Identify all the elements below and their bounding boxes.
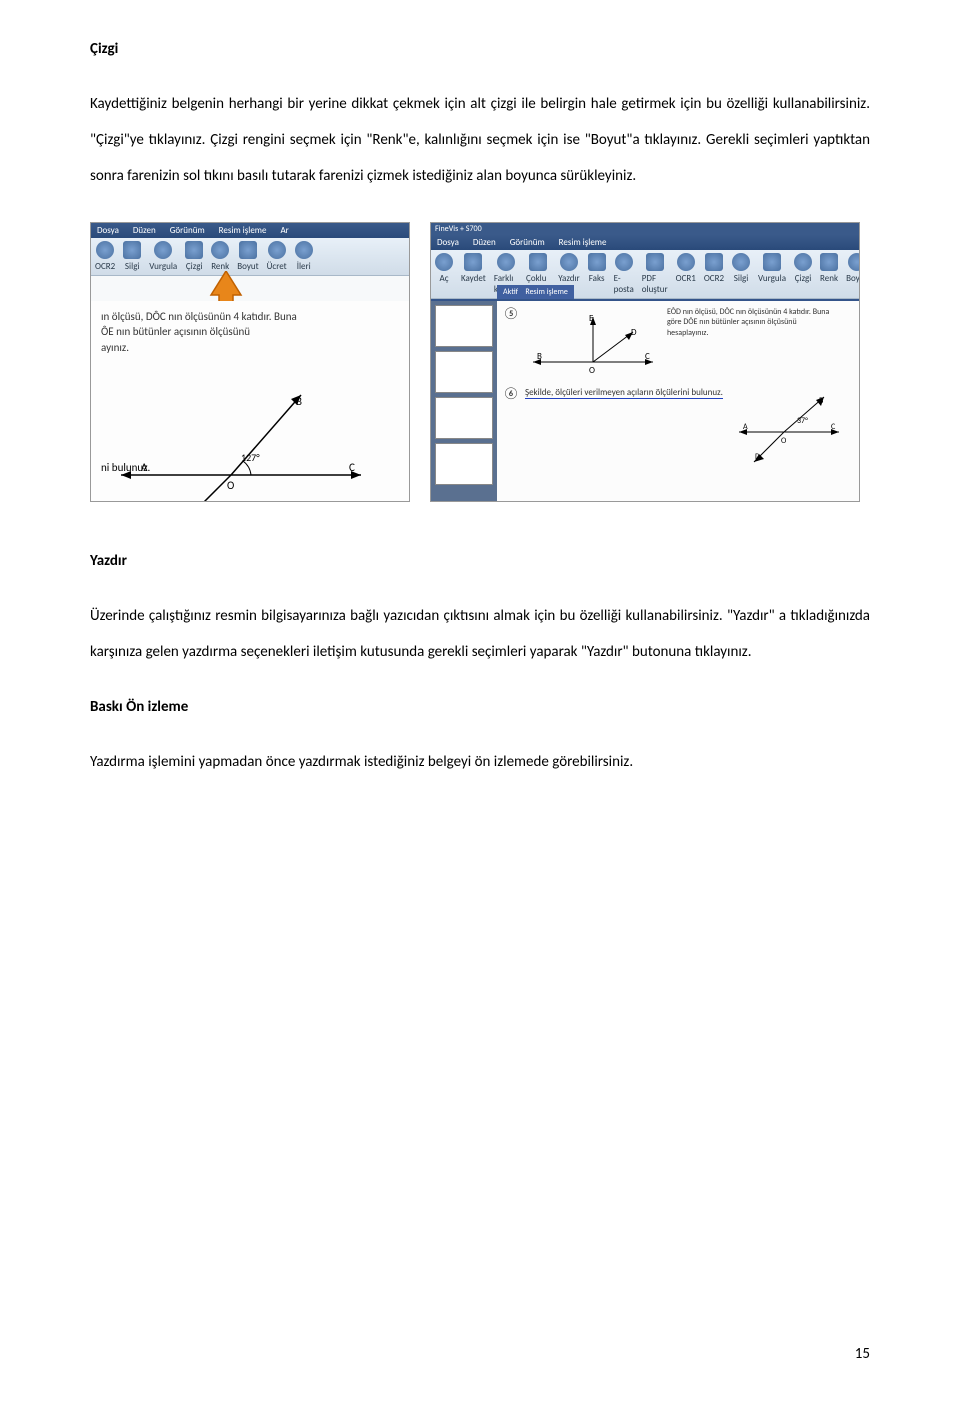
q5-t1: EÔD nın ölçüsü, DÔC nın ölçüsünün 4 katı… <box>667 307 853 317</box>
geometry-q6: A B C D O 37° <box>729 387 849 467</box>
svg-text:B: B <box>296 395 302 408</box>
svg-text:C: C <box>831 422 836 432</box>
thumbnail-sidebar <box>431 301 497 501</box>
svg-text:A: A <box>743 422 748 432</box>
menu-item[interactable]: Düzen <box>473 237 496 248</box>
tab-aktif[interactable]: Aktif <box>503 287 518 297</box>
tb-silgir[interactable]: Silgi <box>728 250 754 298</box>
menu-item[interactable]: Ar <box>280 225 288 236</box>
tb-ucret[interactable]: Ücret <box>263 238 291 275</box>
text-l1: ın ölçüsü, DÔC nın ölçüsünün 4 katıdır. … <box>101 309 399 324</box>
tab-bar: Aktif Resim işleme <box>497 285 574 299</box>
svg-text:O: O <box>589 365 595 376</box>
q5-t2: göre DÔE nın bütünler açısının ölçüsünü <box>667 317 853 327</box>
tb-cizgi[interactable]: Çizgi <box>181 238 207 275</box>
tb-ocr2[interactable]: OCR2 <box>91 238 119 275</box>
tb-vurgula[interactable]: Vurgula <box>145 238 181 275</box>
tb-boyutr[interactable]: Boyut <box>842 250 859 298</box>
svg-text:O: O <box>227 479 234 492</box>
screenshot-left: Dosya Düzen Görünüm Resim işleme Ar OCR2… <box>90 222 410 502</box>
svg-text:37°: 37° <box>797 416 808 426</box>
menu-item[interactable]: Resim işleme <box>219 225 267 236</box>
q5-num: ⑤ <box>503 307 519 377</box>
heading-cizgi: Çizgi <box>90 40 870 58</box>
tb-eposta[interactable]: E-posta <box>610 250 638 298</box>
svg-text:D: D <box>755 452 760 462</box>
thumb-2[interactable] <box>435 351 493 393</box>
menu-item[interactable]: Dosya <box>437 237 459 248</box>
q5-t3: hesaplayınız. <box>667 328 853 338</box>
menu-item[interactable]: Dosya <box>97 225 119 236</box>
svg-text:ni bulunuz.: ni bulunuz. <box>101 461 151 474</box>
q6-num: ⑥ <box>503 387 519 401</box>
svg-text:D: D <box>631 327 637 338</box>
svg-text:E: E <box>589 313 594 324</box>
tb-cizgir[interactable]: Çizgi <box>790 250 816 298</box>
tb-ocr2r[interactable]: OCR2 <box>700 250 728 298</box>
text-l3: ayınız. <box>101 340 399 355</box>
thumb-1[interactable] <box>435 305 493 347</box>
tb-pdf[interactable]: PDF oluştur <box>638 250 672 298</box>
paragraph-baski: Yazdırma işlemini yapmadan önce yazdırma… <box>90 744 870 780</box>
svg-text:127°: 127° <box>241 451 260 464</box>
svg-text:C: C <box>349 461 355 474</box>
tb-vurgular[interactable]: Vurgula <box>754 250 790 298</box>
tab-resim[interactable]: Resim işleme <box>525 287 568 297</box>
thumb-3[interactable] <box>435 397 493 439</box>
tb-boyut[interactable]: Boyut <box>233 238 262 275</box>
heading-baski: Baskı Ön izleme <box>90 698 870 716</box>
content-right: ⑤ B O C E D EÔD nın ölçüsü, DÔC nın <box>497 301 859 501</box>
toolbar-right: Aç Kaydet Farklı kaydet Çoklu kaydet Yaz… <box>431 250 859 299</box>
toolbar-left: OCR2 Silgi Vurgula Çizgi Renk Boyut Ücre… <box>91 238 409 276</box>
window-title: FineVis + S700 <box>431 223 859 235</box>
screenshot-right: FineVis + S700 Dosya Düzen Görünüm Resim… <box>430 222 860 502</box>
menubar-right: Dosya Düzen Görünüm Resim işleme <box>431 235 859 250</box>
menu-item[interactable]: Görünüm <box>170 225 205 236</box>
geometry-q5: B O C E D <box>523 307 663 377</box>
tb-silgi[interactable]: Silgi <box>119 238 145 275</box>
tb-faks[interactable]: Faks <box>584 250 610 298</box>
menu-item[interactable]: Düzen <box>133 225 156 236</box>
tb-renkr[interactable]: Renk <box>816 250 842 298</box>
content-left: ın ölçüsü, DÔC nın ölçüsünün 4 katıdır. … <box>91 301 409 501</box>
tb-ileri[interactable]: İleri <box>291 238 317 275</box>
menu-item[interactable]: Görünüm <box>510 237 545 248</box>
menubar-left: Dosya Düzen Görünüm Resim işleme Ar <box>91 223 409 238</box>
paragraph-yazdir: Üzerinde çalıştığınız resmin bilgisayarı… <box>90 598 870 670</box>
text-l2: ÔE nın bütünler açısının ölçüsünü <box>101 324 399 339</box>
tb-ac[interactable]: Aç <box>431 250 457 298</box>
paragraph-cizgi: Kaydettiğiniz belgenin herhangi bir yeri… <box>90 86 870 194</box>
thumb-4[interactable] <box>435 443 493 485</box>
svg-text:C: C <box>645 351 650 362</box>
page-number: 15 <box>855 1345 870 1363</box>
tb-ocr1[interactable]: OCR1 <box>672 250 700 298</box>
figure-row: Dosya Düzen Görünüm Resim işleme Ar OCR2… <box>90 222 870 502</box>
svg-text:B: B <box>537 351 542 362</box>
q6-text: Şekilde, ölçüleri verilmeyen açıların öl… <box>525 387 723 399</box>
svg-text:B: B <box>819 396 824 406</box>
menu-item[interactable]: Resim işleme <box>559 237 607 248</box>
tb-kaydet[interactable]: Kaydet <box>457 250 490 298</box>
tb-renk[interactable]: Renk <box>207 238 233 275</box>
geometry-diagram-left: A B C D O 127° ni bulunuz. <box>101 365 401 502</box>
heading-yazdir: Yazdır <box>90 552 870 570</box>
svg-text:O: O <box>781 436 787 446</box>
